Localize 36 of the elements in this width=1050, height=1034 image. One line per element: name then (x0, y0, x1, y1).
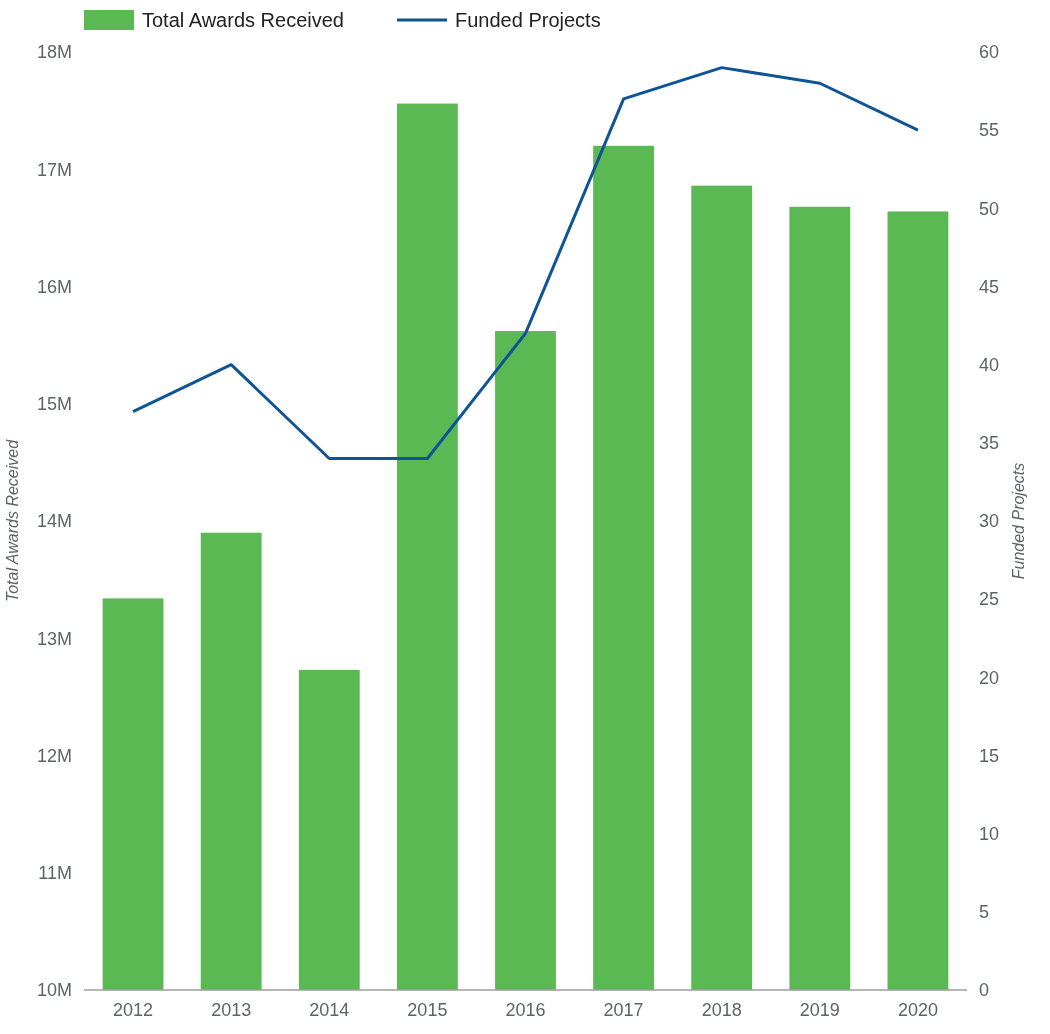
x-tick-label: 2018 (701, 1000, 742, 1020)
line-series (131, 66, 920, 460)
y2-tick-label: 30 (979, 511, 1000, 532)
x-tick-label: 2017 (603, 1000, 644, 1020)
y-tick-label: 15M (36, 394, 72, 415)
y-tick-label: 10M (36, 980, 72, 1001)
y2-tick-label: 20 (979, 667, 1000, 688)
y-tick-label: 13M (36, 628, 72, 649)
y2-tick-label: 50 (979, 198, 1000, 219)
y2-axis-title: Funded Projects (1010, 462, 1027, 580)
y-tick-label: 11M (38, 863, 72, 884)
y-tick-label: 16M (36, 276, 72, 297)
y-tick-label: 14M (36, 511, 72, 532)
y2-tick-label: 10 (979, 823, 1000, 844)
x-tick-label: 2020 (897, 1000, 938, 1020)
x-tick-label: 2016 (505, 1000, 546, 1020)
y2-tick-label: 40 (979, 354, 1000, 375)
x-tick-label: 2013 (211, 1000, 252, 1020)
x-tick-label: 2019 (799, 1000, 840, 1020)
x-tick-label: 2012 (113, 1000, 154, 1020)
legend-label: Total Awards Received (142, 9, 344, 31)
y2-tick-label: 45 (979, 276, 1000, 297)
y2-tick-label: 35 (979, 433, 1000, 454)
y2-tick-label: 0 (979, 980, 990, 1001)
y2-tick-label: 60 (979, 42, 1000, 63)
y-tick-label: 12M (36, 745, 72, 766)
legend-label: Funded Projects (455, 9, 601, 31)
x-tick-label: 2015 (407, 1000, 448, 1020)
x-tick-label: 2014 (309, 1000, 350, 1020)
y-tick-label: 17M (36, 159, 72, 180)
y2-tick-label: 15 (979, 745, 1000, 766)
y2-tick-label: 25 (979, 589, 1000, 610)
y-tick-label: 18M (36, 42, 72, 63)
y-axis-title: Total Awards Received (4, 438, 21, 603)
y2-tick-label: 55 (979, 120, 1000, 141)
y2-tick-label: 5 (979, 902, 990, 923)
